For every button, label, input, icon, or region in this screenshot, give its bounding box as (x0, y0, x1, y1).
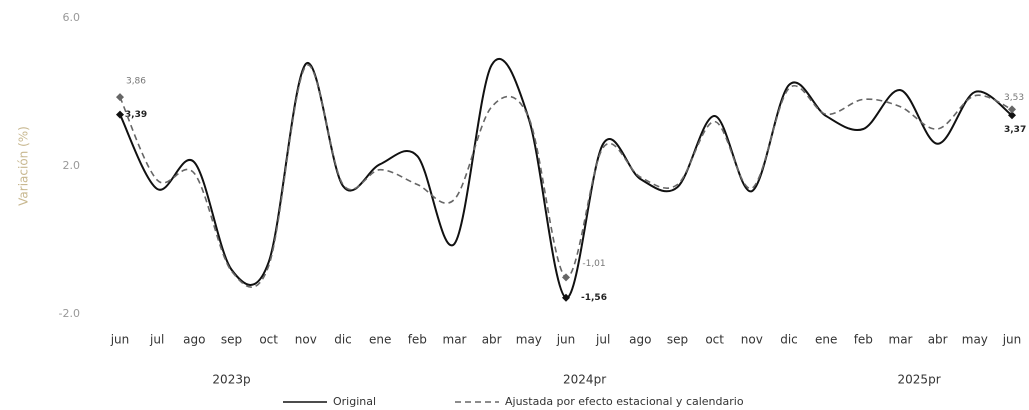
y-tick-label: 6.0 (63, 11, 81, 24)
x-tick-label: jul (595, 333, 610, 347)
x-tick-label: dic (334, 333, 352, 347)
x-tick-label: feb (854, 333, 873, 347)
point-marker (116, 93, 124, 102)
x-tick-label: ene (815, 333, 837, 347)
x-tick-label: may (962, 333, 988, 347)
x-tick-label: abr (482, 333, 502, 347)
x-tick-label: may (516, 333, 542, 347)
series-line (119, 57, 1013, 299)
legend-label: Ajustada por efecto estacional y calenda… (505, 395, 744, 408)
x-group-label: 2023p (212, 373, 250, 387)
y-tick-label: -2.0 (59, 307, 80, 320)
x-tick-label: sep (667, 333, 688, 347)
point-marker (562, 293, 570, 302)
x-tick-label: jun (556, 333, 576, 347)
x-tick-label: oct (259, 333, 278, 347)
y-axis-label: Variación (%) (17, 126, 31, 206)
x-tick-label: sep (221, 333, 242, 347)
x-group-label: 2024pr (563, 373, 606, 387)
x-tick-label: jun (110, 333, 130, 347)
point-marker (116, 110, 124, 119)
point-marker (1008, 111, 1016, 120)
data-label: 3,37 (1004, 125, 1026, 135)
x-tick-label: ago (183, 333, 205, 347)
legend-label: Original (333, 395, 376, 408)
x-tick-label: abr (928, 333, 948, 347)
data-label: 3,86 (126, 77, 146, 87)
data-label: -1,01 (582, 259, 605, 269)
point-marker (1008, 105, 1016, 114)
series-line (119, 64, 1013, 288)
data-label: 3,39 (125, 110, 147, 120)
x-tick-label: dic (780, 333, 798, 347)
x-tick-label: mar (443, 333, 467, 347)
y-tick-label: 2.0 (63, 159, 81, 172)
x-tick-label: nov (741, 333, 763, 347)
x-tick-label: nov (295, 333, 317, 347)
x-tick-label: oct (705, 333, 724, 347)
data-label: 3,53 (1004, 93, 1024, 103)
x-tick-label: jul (149, 333, 164, 347)
x-tick-label: ago (629, 333, 651, 347)
x-tick-label: mar (889, 333, 913, 347)
x-tick-label: feb (408, 333, 427, 347)
data-label: -1,56 (581, 293, 607, 303)
x-tick-label: jun (1002, 333, 1022, 347)
x-group-label: 2025pr (898, 373, 941, 387)
x-tick-label: ene (369, 333, 391, 347)
point-marker (562, 273, 570, 282)
